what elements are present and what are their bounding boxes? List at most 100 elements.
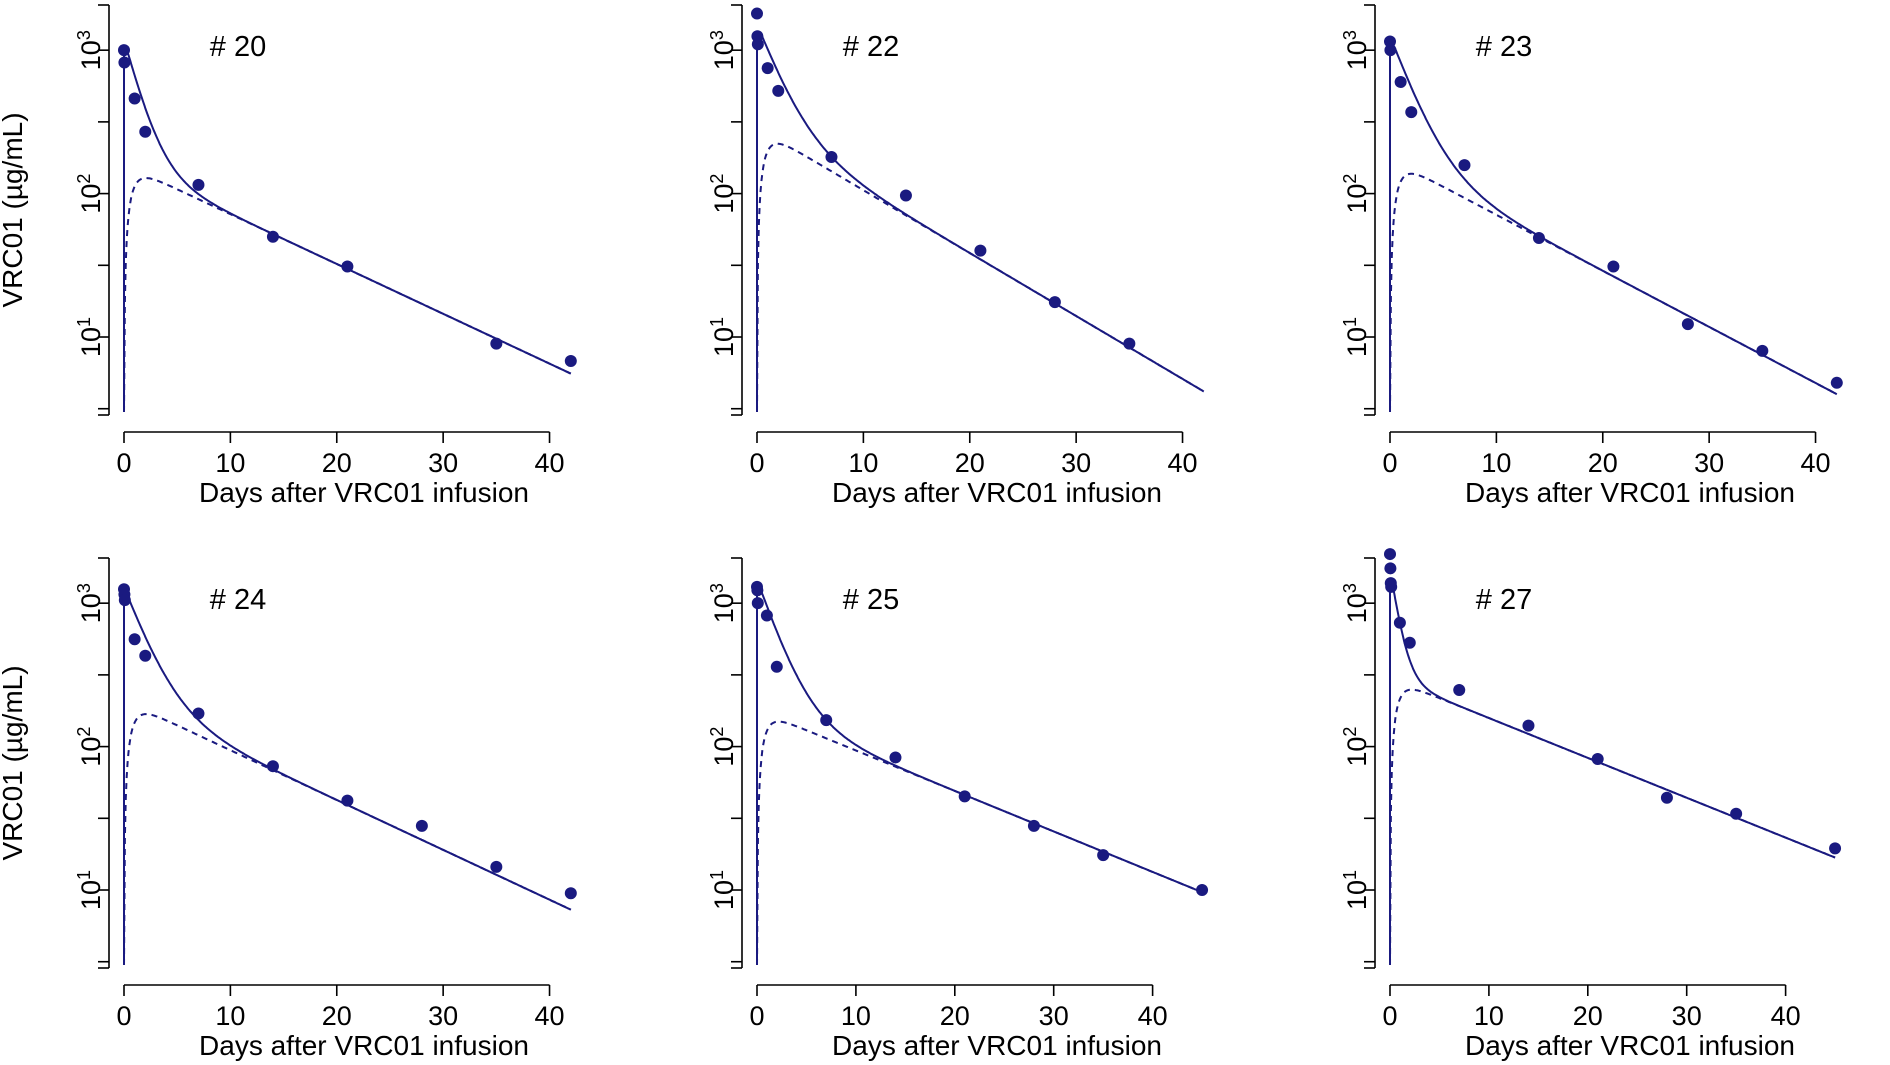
observed-point: [1384, 562, 1397, 575]
observed-point: [1403, 636, 1416, 649]
x-tick-label: 0: [749, 1001, 764, 1031]
y-tick-label: 101: [707, 870, 739, 910]
observed-point: [128, 633, 141, 646]
y-tick-label: 103: [707, 30, 739, 70]
x-tick-label: 40: [1138, 1001, 1168, 1031]
x-tick-label: 40: [1168, 448, 1198, 478]
x-tick-label: 20: [955, 448, 985, 478]
y-axis-title: VRC01 (µg/mL): [0, 665, 28, 860]
observed-point: [1522, 719, 1535, 732]
observed-point: [564, 355, 577, 368]
observed-point: [751, 7, 763, 20]
total-model-curve: [756, 584, 1203, 894]
x-tick-label: 40: [535, 1001, 565, 1031]
y-tick-label: 101: [1340, 317, 1372, 357]
panel-title: # 24: [210, 584, 266, 616]
observed-point: [1097, 849, 1110, 862]
x-tick-label: 10: [848, 448, 878, 478]
observed-point: [1829, 842, 1842, 855]
observed-point: [1730, 807, 1743, 820]
peripheral-model-curve: [1389, 172, 1838, 413]
x-tick-label: 40: [1801, 448, 1831, 478]
y-axis-title: VRC01 (µg/mL): [0, 112, 28, 307]
peripheral-model-curve: [123, 713, 572, 966]
x-tick-label: 30: [1672, 1001, 1702, 1031]
panel-title: # 23: [1476, 31, 1532, 63]
observed-point: [1660, 791, 1673, 804]
observed-point: [1393, 616, 1406, 629]
peripheral-model-curve: [756, 720, 1203, 966]
observed-point: [415, 819, 428, 832]
x-tick-label: 0: [116, 1001, 131, 1031]
x-axis-title: Days after VRC01 infusion: [832, 477, 1162, 508]
observed-point: [751, 38, 764, 51]
x-tick-label: 40: [1771, 1001, 1801, 1031]
y-tick-label: 103: [74, 30, 106, 70]
observed-point: [341, 260, 354, 273]
observed-point: [139, 649, 152, 662]
y-tick-label: 101: [1340, 870, 1372, 910]
x-tick-label: 20: [1573, 1001, 1603, 1031]
observed-point: [1681, 318, 1694, 331]
x-axis-title: Days after VRC01 infusion: [1465, 1030, 1795, 1061]
x-tick-label: 0: [1382, 448, 1397, 478]
total-model-curve: [123, 593, 572, 911]
total-model-curve: [123, 45, 572, 375]
observed-point: [128, 92, 141, 105]
observed-point: [1384, 548, 1396, 561]
x-tick-label: 30: [1694, 448, 1724, 478]
peripheral-model-curve: [756, 142, 1205, 413]
observed-point: [772, 84, 785, 97]
observed-point: [1394, 75, 1407, 88]
observed-point: [266, 760, 279, 773]
observed-point: [266, 230, 279, 243]
total-model-curve: [1389, 41, 1838, 396]
observed-point: [490, 337, 503, 350]
observed-point: [820, 714, 833, 727]
observed-point: [760, 609, 773, 622]
total-model-curve: [1389, 577, 1836, 859]
observed-point: [1384, 44, 1397, 57]
observed-point: [1532, 232, 1545, 245]
x-tick-label: 40: [535, 448, 565, 478]
peripheral-model-curve: [1389, 688, 1836, 966]
panel-title: # 20: [210, 31, 266, 63]
x-axis-title: Days after VRC01 infusion: [832, 1030, 1162, 1061]
x-tick-label: 30: [428, 1001, 458, 1031]
observed-point: [958, 790, 971, 803]
x-tick-label: 30: [1039, 1001, 1069, 1031]
observed-point: [1196, 884, 1209, 897]
observed-point: [192, 707, 205, 720]
observed-point: [118, 594, 131, 607]
panel-title: # 25: [843, 584, 899, 616]
observed-point: [192, 178, 205, 191]
x-tick-label: 0: [116, 448, 131, 478]
observed-point: [1385, 580, 1398, 593]
y-tick-label: 102: [707, 174, 739, 214]
x-tick-label: 0: [749, 448, 764, 478]
y-tick-label: 102: [1340, 727, 1372, 767]
x-tick-label: 20: [940, 1001, 970, 1031]
total-model-curve: [756, 31, 1205, 393]
x-axis-title: Days after VRC01 infusion: [1465, 477, 1795, 508]
x-tick-label: 20: [322, 448, 352, 478]
observed-point: [118, 56, 131, 69]
observed-point: [770, 660, 783, 673]
x-tick-label: 10: [841, 1001, 871, 1031]
observed-point: [118, 44, 130, 57]
observed-point: [1048, 296, 1061, 309]
x-tick-label: 10: [215, 1001, 245, 1031]
observed-point: [1384, 35, 1396, 48]
peripheral-model-curve: [123, 177, 572, 413]
observed-point: [1453, 684, 1466, 697]
y-tick-label: 103: [74, 583, 106, 623]
y-tick-label: 103: [707, 583, 739, 623]
x-tick-label: 0: [1382, 1001, 1397, 1031]
x-axis-title: Days after VRC01 infusion: [199, 477, 529, 508]
observed-point: [889, 751, 902, 764]
